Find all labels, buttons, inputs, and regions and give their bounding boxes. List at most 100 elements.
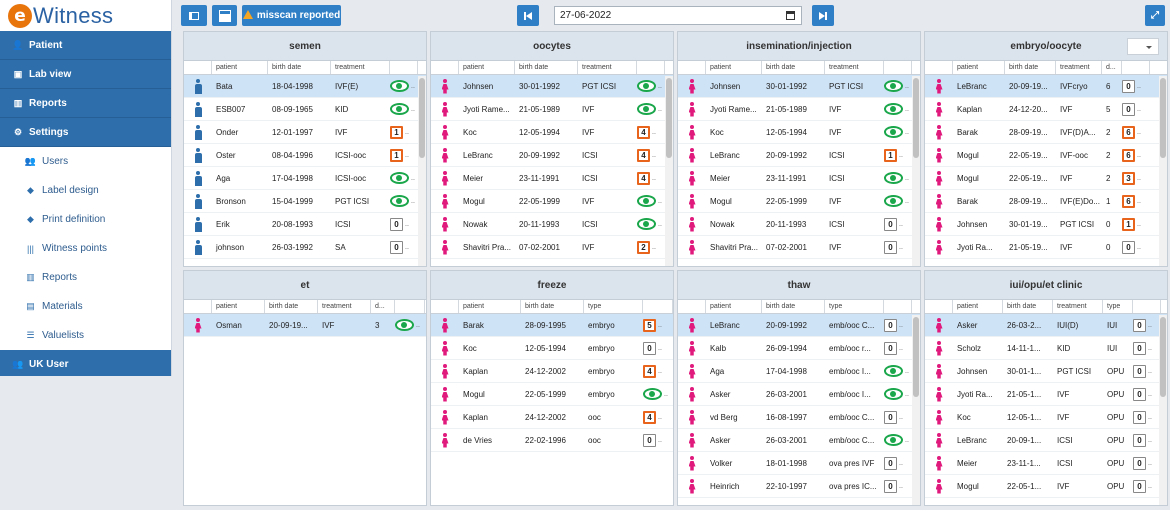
eye-icon[interactable] (390, 172, 409, 184)
column-header[interactable] (884, 300, 912, 313)
column-header[interactable]: patient (953, 61, 1005, 74)
more-dots[interactable]: .. (658, 82, 662, 90)
table-row[interactable]: Aga 17-04-1998 emb/ooc I..... (678, 360, 920, 383)
more-dots[interactable]: .. (905, 105, 909, 113)
column-header[interactable] (884, 61, 912, 74)
eye-icon[interactable] (637, 80, 656, 92)
column-header[interactable]: type (584, 300, 643, 313)
scrollbar[interactable] (912, 315, 920, 505)
more-dots[interactable]: .. (905, 390, 909, 398)
table-row[interactable]: Mogul 22-05-1999 IVF.. (678, 190, 920, 213)
table-row[interactable]: Shavitri Pra... 07-02-2001 IVF 0.. (678, 236, 920, 259)
more-dots[interactable]: .. (905, 197, 909, 205)
more-dots[interactable]: .. (658, 220, 662, 228)
count-badge[interactable]: 0 (1122, 79, 1135, 93)
more-dots[interactable]: .. (1137, 128, 1141, 136)
table-row[interactable]: Scholz 14-11-1... KID IUI 0.. (925, 337, 1167, 360)
more-dots[interactable]: .. (658, 413, 662, 421)
column-header[interactable]: patient (459, 300, 521, 313)
count-badge[interactable]: 2 (637, 240, 650, 254)
more-dots[interactable]: .. (658, 197, 662, 205)
scrollbar-thumb[interactable] (1160, 78, 1166, 158)
column-header[interactable]: birth date (265, 300, 318, 313)
eye-icon[interactable] (884, 172, 903, 184)
column-header[interactable] (925, 300, 953, 313)
column-header[interactable]: patient (953, 300, 1003, 313)
count-badge[interactable]: 4 (637, 125, 650, 139)
more-dots[interactable]: .. (652, 174, 656, 182)
count-badge[interactable]: 0 (643, 433, 656, 447)
count-badge[interactable]: 0 (884, 410, 897, 424)
table-row[interactable]: Shavitri Pra... 07-02-2001 IVF 2.. (431, 236, 673, 259)
more-dots[interactable]: .. (1137, 243, 1141, 251)
table-row[interactable]: LeBranc 20-09-19... IVFcryo 6 0.. (925, 75, 1167, 98)
scrollbar-thumb[interactable] (666, 78, 672, 158)
table-row[interactable]: Johnsen 30-01-1992 PGT ICSI.. (431, 75, 673, 98)
table-row[interactable]: Mogul 22-05-1... IVF OPU 0.. (925, 475, 1167, 498)
count-badge[interactable]: 0 (390, 240, 403, 254)
eye-icon[interactable] (637, 103, 656, 115)
eye-icon[interactable] (884, 195, 903, 207)
table-row[interactable]: Johnsen 30-01-1992 PGT ICSI.. (678, 75, 920, 98)
count-badge[interactable]: 0 (884, 341, 897, 355)
sidebar-item-sub-reports[interactable]: ▥ Reports (0, 263, 171, 292)
count-badge[interactable]: 0 (643, 341, 656, 355)
sidebar-item-reports[interactable]: ▥ Reports (0, 89, 171, 118)
count-badge[interactable]: 0 (1133, 318, 1146, 332)
column-header[interactable]: treatment (318, 300, 371, 313)
next-day-button[interactable] (812, 5, 834, 26)
column-header[interactable]: birth date (1005, 61, 1056, 74)
eye-icon[interactable] (637, 195, 656, 207)
sidebar-item-print-definition[interactable]: ◆ Print definition (0, 205, 171, 234)
more-dots[interactable]: .. (658, 367, 662, 375)
count-badge[interactable]: 0 (1133, 433, 1146, 447)
table-row[interactable]: Meier 23-11-1991 ICSI.. (678, 167, 920, 190)
table-row[interactable]: Nowak 20-11-1993 ICSI.. (431, 213, 673, 236)
count-badge[interactable]: 4 (643, 410, 656, 424)
column-header[interactable] (390, 61, 418, 74)
column-header[interactable]: treatment (331, 61, 390, 74)
panel-filter-dropdown[interactable] (1127, 38, 1159, 55)
count-badge[interactable]: 0 (1133, 341, 1146, 355)
column-header[interactable]: d... (371, 300, 395, 313)
previous-day-button[interactable] (517, 5, 539, 26)
column-header[interactable]: birth date (762, 300, 825, 313)
column-header[interactable] (925, 61, 953, 74)
table-row[interactable]: Asker 26-03-2... IUI(D) IUI 0.. (925, 314, 1167, 337)
column-header[interactable] (431, 61, 459, 74)
sidebar-item-settings[interactable]: ⚙ Settings (0, 118, 171, 147)
scrollbar[interactable] (1159, 315, 1167, 505)
more-dots[interactable]: .. (652, 128, 656, 136)
column-header[interactable]: patient (706, 61, 762, 74)
column-header[interactable]: d... (1102, 61, 1122, 74)
sidebar-item-valuelists[interactable]: ☰ Valuelists (0, 321, 171, 350)
table-row[interactable]: Bata 18-04-1998 IVF(E).. (184, 75, 426, 98)
scrollbar-thumb[interactable] (913, 78, 919, 158)
count-badge[interactable]: 4 (637, 148, 650, 162)
table-row[interactable]: Mogul 22-05-1999 IVF.. (431, 190, 673, 213)
column-header[interactable] (643, 300, 673, 313)
eye-icon[interactable] (643, 388, 662, 400)
more-dots[interactable]: .. (405, 220, 409, 228)
more-dots[interactable]: .. (1148, 459, 1152, 467)
more-dots[interactable]: .. (899, 482, 903, 490)
eye-icon[interactable] (395, 319, 414, 331)
table-row[interactable]: Meier 23-11-1... ICSI OPU 0.. (925, 452, 1167, 475)
table-row[interactable]: Aga 17-04-1998 ICSI-ooc.. (184, 167, 426, 190)
count-badge[interactable]: 0 (390, 217, 403, 231)
column-header[interactable]: patient (212, 300, 265, 313)
more-dots[interactable]: .. (1137, 197, 1141, 205)
sidebar-item-uk-user[interactable]: 👥 UK User (0, 350, 171, 379)
table-row[interactable]: Barak 28-09-19... IVF(D)A... 2 6.. (925, 121, 1167, 144)
table-row[interactable]: Kalb 26-09-1994 emb/ooc r... 0.. (678, 337, 920, 360)
more-dots[interactable]: .. (1148, 390, 1152, 398)
table-row[interactable]: Bronson 15-04-1999 PGT ICSI.. (184, 190, 426, 213)
count-badge[interactable]: 0 (1133, 456, 1146, 470)
count-badge[interactable]: 6 (1122, 125, 1135, 139)
column-header[interactable]: birth date (268, 61, 331, 74)
eye-icon[interactable] (390, 103, 409, 115)
count-badge[interactable]: 0 (884, 479, 897, 493)
save-button[interactable] (212, 5, 237, 26)
more-dots[interactable]: .. (411, 105, 415, 113)
table-row[interactable]: Jyoti Ra... 21-05-19... IVF 0 0.. (925, 236, 1167, 259)
